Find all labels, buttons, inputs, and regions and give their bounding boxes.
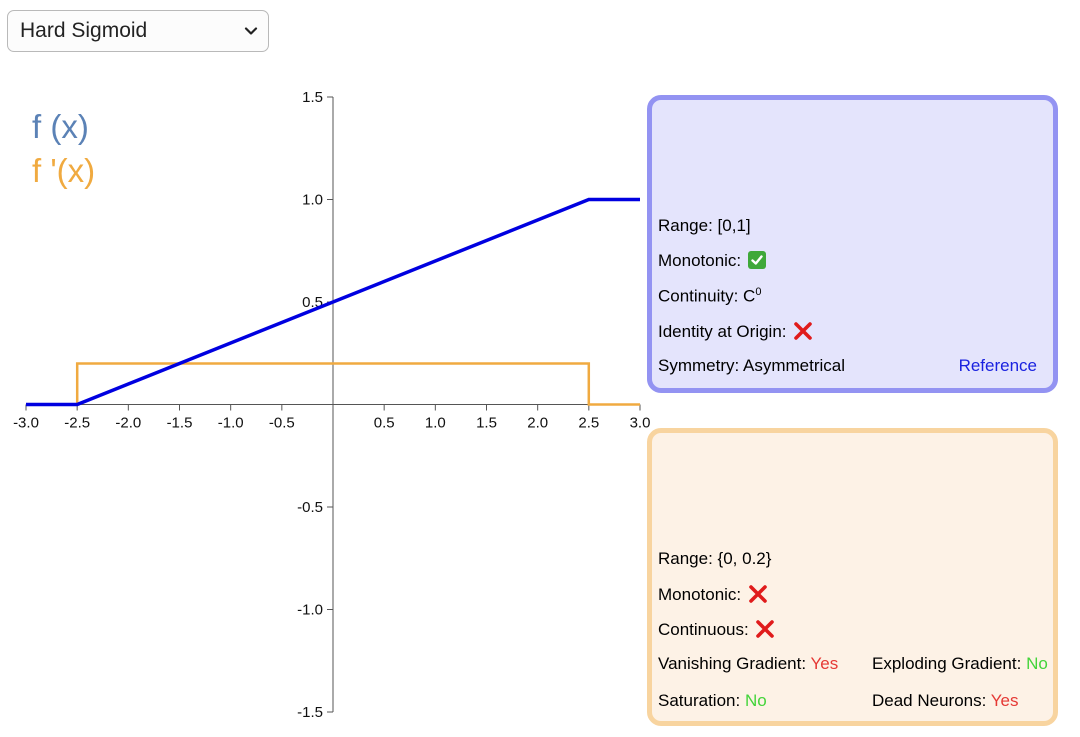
x-tick-label: -1.0 [218,415,244,432]
fp-range: Range: {0, 0.2} [658,549,772,568]
f-continuity: Continuity: C0 [658,286,761,307]
x-tick-label: 1.0 [425,415,446,432]
reference-link[interactable]: Reference [958,356,1037,375]
function-select[interactable]: Hard Sigmoid [7,10,269,52]
f-symmetry: Symmetry: Asymmetrical [658,356,1048,376]
x-tick-label: -3.0 [13,415,39,432]
fp-dead-value: Yes [990,691,1019,710]
fp-vanishing: Vanishing Gradient: Yes [658,654,838,674]
f-range: Range: [0,1] [658,216,751,235]
x-tick-label: -2.0 [115,415,141,432]
f-series-line [26,197,640,407]
fp-monotonic: Monotonic: [658,584,768,605]
fp-exploding-label: Exploding Gradient: [872,654,1022,673]
f-monotonic-label: Monotonic: [658,251,742,270]
fp-dead-neurons: Dead Neurons: Yes [872,691,1019,711]
y-tick-label: -0.5 [297,499,323,516]
legend-f-prime: f '(x) [32,152,96,189]
cross-icon [749,585,767,603]
x-tick-label: -0.5 [269,415,295,432]
f-continuity-label: Continuity: C [658,286,756,306]
fp-saturation-value: No [744,691,767,710]
f-continuity-sup: 0 [755,286,762,298]
check-icon [747,251,766,269]
cross-icon [794,322,813,340]
function-properties-panel: Range: [0,1] Monotonic: Continuity: C0 I… [647,95,1058,393]
chevron-down-icon [244,27,258,35]
fp-continuous: Continuous: [658,619,775,640]
function-select-value: Hard Sigmoid [20,19,148,42]
cross-icon [756,620,775,638]
fp-saturation: Saturation: No [658,691,767,711]
y-tick-label: 1.5 [302,89,323,106]
fp-vanishing-label: Vanishing Gradient: [658,654,807,673]
y-tick-label: -1.0 [297,602,323,619]
legend-f: f (x) [32,108,89,145]
x-tick-label: -1.5 [167,415,193,432]
x-tick-label: 1.5 [476,415,497,432]
f-monotonic: Monotonic: [658,251,766,271]
x-tick-label: -2.5 [64,415,90,432]
x-tick-label: 2.5 [578,415,599,432]
fp-exploding-value: No [1026,654,1048,673]
fp-continuous-label: Continuous: [658,620,749,639]
fp-exploding: Exploding Gradient: No [872,654,1053,674]
f-identity-label: Identity at Origin: [658,322,787,341]
fp-dead-label: Dead Neurons: [872,691,987,710]
fp-vanishing-value: Yes [810,654,839,673]
x-tick-label: 0.5 [374,415,395,432]
x-tick-label: 3.0 [630,415,651,432]
f-identity: Identity at Origin: [658,321,813,342]
derivative-properties-panel: Range: {0, 0.2} Monotonic: Continuous: V… [647,428,1058,726]
y-tick-label: -1.5 [297,704,323,721]
f-symmetry-label: Symmetry: Asymmetrical [658,356,846,375]
x-tick-label: 2.0 [527,415,548,432]
fp-saturation-label: Saturation: [658,691,741,710]
fp-monotonic-label: Monotonic: [658,585,742,604]
y-tick-label: 1.0 [302,192,323,209]
